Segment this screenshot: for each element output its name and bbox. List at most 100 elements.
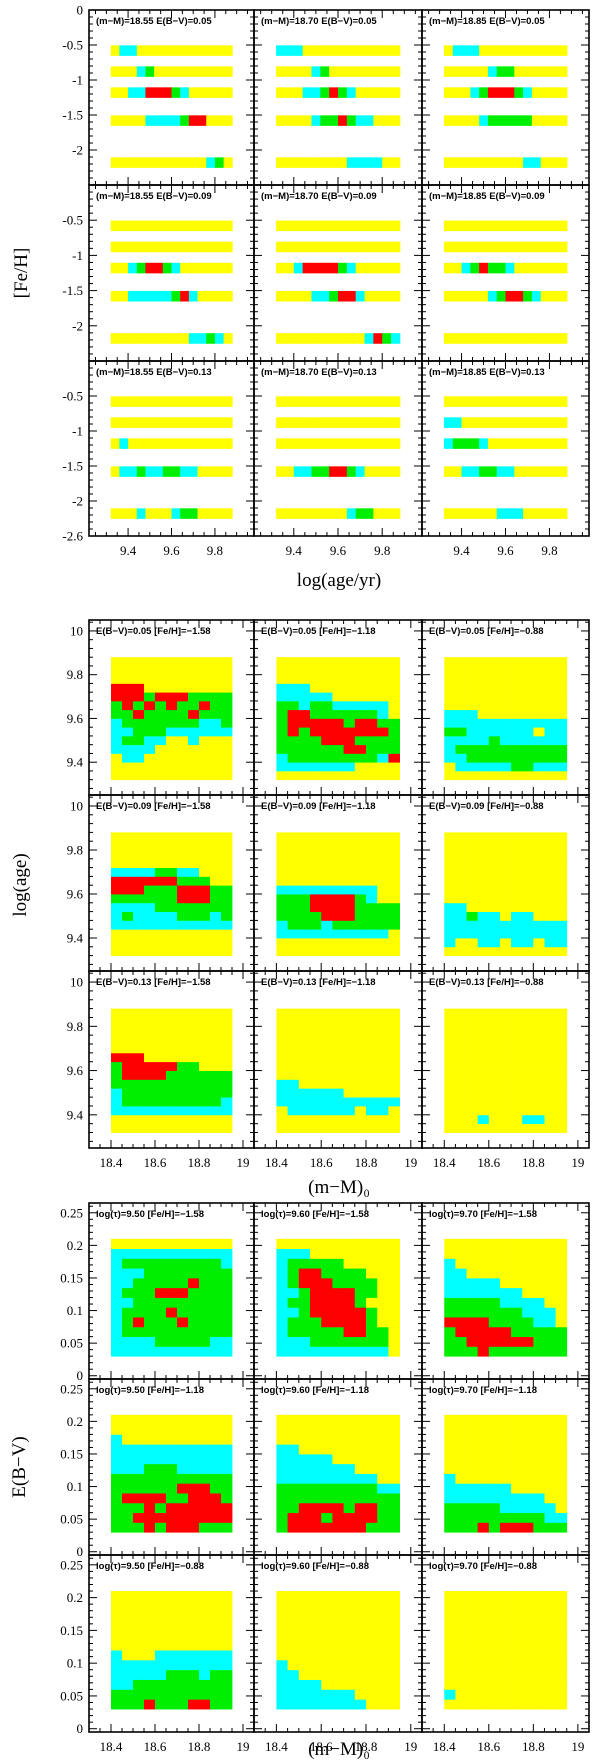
heatmap-cell bbox=[122, 1097, 134, 1107]
heatmap-cell bbox=[221, 841, 233, 851]
heatmap-cell bbox=[355, 417, 365, 428]
heatmap-cell bbox=[284, 241, 295, 253]
heatmap-cell bbox=[188, 692, 200, 702]
heatmap-cell bbox=[188, 1502, 200, 1514]
heatmap-cell bbox=[177, 1502, 189, 1514]
heatmap-cell bbox=[443, 241, 454, 253]
heatmap-cell bbox=[488, 1297, 501, 1308]
heatmap-cell bbox=[466, 902, 479, 912]
heatmap-cell bbox=[544, 841, 556, 851]
heatmap-cell bbox=[354, 1346, 367, 1357]
heatmap-cell bbox=[382, 115, 392, 126]
heatmap-cell bbox=[523, 333, 533, 344]
heatmap-cell bbox=[354, 1326, 367, 1338]
heatmap-cell bbox=[310, 683, 322, 693]
heatmap-cell bbox=[133, 657, 145, 667]
heatmap-cell bbox=[119, 466, 129, 477]
heatmap-cell bbox=[388, 1453, 400, 1465]
heatmap-cell bbox=[377, 1026, 389, 1036]
heatmap-cell bbox=[111, 929, 123, 939]
heatmap-cell bbox=[276, 1483, 288, 1494]
heatmap-cell bbox=[221, 1105, 233, 1116]
panel-top-2: (m−M)=18.85 E(B−V)=0.05 bbox=[421, 9, 590, 186]
heatmap-cell bbox=[377, 665, 389, 676]
heatmap-cell bbox=[343, 1434, 356, 1445]
heatmap-cell bbox=[298, 1044, 311, 1054]
heatmap-cell bbox=[555, 1502, 568, 1514]
heatmap-cell bbox=[162, 333, 172, 344]
heatmap-cell bbox=[443, 290, 454, 302]
heatmap-cell bbox=[377, 1061, 389, 1071]
heatmap-cell bbox=[549, 220, 559, 232]
heatmap-cell bbox=[555, 1248, 568, 1259]
heatmap-cell bbox=[276, 1268, 288, 1279]
heatmap-cell bbox=[180, 466, 190, 477]
heatmap-cell bbox=[166, 1061, 178, 1071]
heatmap-cell bbox=[455, 1297, 467, 1308]
heatmap-cell bbox=[287, 1035, 300, 1045]
heatmap-cell bbox=[321, 850, 333, 860]
heatmap-cell bbox=[223, 290, 233, 302]
heatmap-cell bbox=[466, 1512, 479, 1523]
heatmap-cell bbox=[444, 1483, 456, 1494]
heatmap-cell bbox=[287, 902, 300, 912]
heatmap-cell bbox=[310, 1522, 322, 1533]
heatmap-cell bbox=[466, 894, 479, 904]
heatmap-cell bbox=[223, 396, 233, 407]
heatmap-cell bbox=[366, 762, 378, 772]
heatmap-cell bbox=[343, 1317, 356, 1328]
heatmap-cell bbox=[466, 1473, 479, 1484]
heatmap-cell bbox=[166, 665, 178, 676]
heatmap-cell bbox=[522, 1035, 534, 1045]
heatmap-cell bbox=[544, 1248, 556, 1259]
heatmap-cell bbox=[223, 241, 233, 253]
heatmap-cell bbox=[461, 333, 471, 344]
heatmap-cell bbox=[544, 1346, 556, 1357]
heatmap-cell bbox=[298, 1493, 311, 1504]
heatmap-cell bbox=[355, 438, 365, 449]
heatmap-cell bbox=[366, 894, 378, 904]
heatmap-cell bbox=[511, 1026, 523, 1036]
heatmap-cell bbox=[287, 1346, 300, 1357]
heatmap-cell bbox=[366, 692, 378, 702]
heatmap-cell bbox=[144, 1699, 156, 1710]
heatmap-cell bbox=[133, 1463, 145, 1474]
heatmap-cell bbox=[499, 858, 512, 868]
heatmap-cell bbox=[310, 1277, 322, 1289]
heatmap-cell bbox=[221, 1424, 233, 1435]
heatmap-cell bbox=[366, 1052, 378, 1063]
heatmap-cell bbox=[177, 1326, 189, 1338]
heatmap-cell bbox=[544, 1017, 556, 1027]
heatmap-cell bbox=[364, 115, 374, 126]
heatmap-cell bbox=[321, 709, 333, 719]
heatmap-cell bbox=[111, 1088, 123, 1098]
heatmap-cell bbox=[321, 1512, 333, 1523]
heatmap-cell bbox=[210, 1297, 222, 1308]
heatmap-cell bbox=[355, 333, 365, 344]
heatmap-cell bbox=[144, 1473, 156, 1484]
heatmap-cell bbox=[188, 1679, 200, 1690]
heatmap-cell bbox=[310, 1444, 322, 1455]
heatmap-cell bbox=[199, 1699, 211, 1710]
heatmap-cell bbox=[343, 946, 356, 956]
heatmap-cell bbox=[533, 1277, 545, 1289]
heatmap-cell bbox=[188, 841, 200, 851]
heatmap-cell bbox=[180, 220, 190, 232]
heatmap-cell bbox=[188, 396, 198, 407]
heatmap-cell bbox=[298, 1307, 311, 1318]
heatmap-cell bbox=[128, 262, 138, 274]
heatmap-cell bbox=[298, 1434, 311, 1445]
heatmap-cell bbox=[443, 262, 454, 274]
heatmap-cell bbox=[523, 66, 533, 77]
heatmap-cell bbox=[276, 417, 286, 428]
heatmap-cell bbox=[346, 220, 357, 232]
heatmap-cell bbox=[505, 508, 515, 519]
heatmap-cell bbox=[206, 290, 216, 302]
heatmap-cell bbox=[111, 876, 123, 886]
heatmap-cell bbox=[155, 1610, 167, 1621]
heatmap-cell bbox=[531, 157, 542, 168]
heatmap-cell bbox=[366, 850, 378, 860]
heatmap-cell bbox=[373, 220, 383, 232]
heatmap-cell bbox=[155, 1620, 167, 1631]
heatmap-cell bbox=[477, 1473, 490, 1484]
